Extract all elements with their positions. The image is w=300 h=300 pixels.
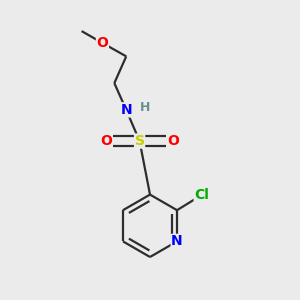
Text: O: O	[100, 134, 112, 148]
Text: S: S	[135, 134, 145, 148]
Text: H: H	[140, 101, 151, 114]
Text: N: N	[171, 234, 183, 248]
Text: O: O	[167, 134, 179, 148]
Text: O: O	[97, 36, 108, 50]
Text: Cl: Cl	[194, 188, 209, 202]
Text: N: N	[120, 103, 132, 117]
